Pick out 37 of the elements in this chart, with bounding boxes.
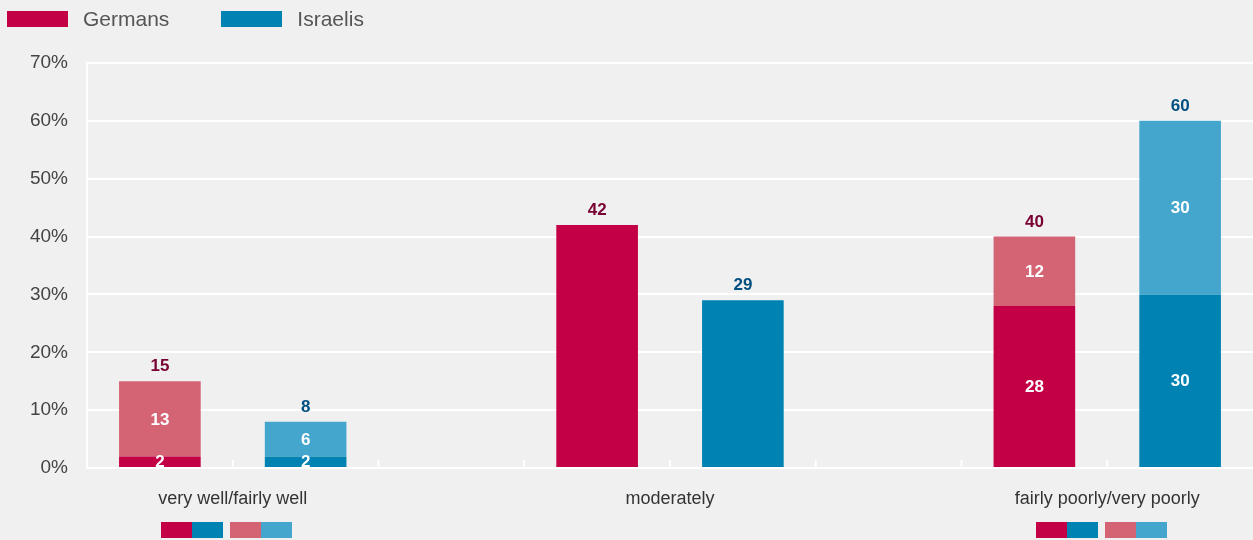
- y-tick-label: 10%: [29, 398, 69, 420]
- bar: [556, 225, 638, 467]
- total-label: 29: [733, 275, 753, 295]
- data-label: 2: [300, 452, 311, 472]
- x-tick-label: fairly poorly/very poorly: [1014, 487, 1200, 508]
- data-label: 12: [1024, 261, 1044, 281]
- total-label: 42: [587, 200, 607, 220]
- x-tick-label: very well/fairly well: [158, 487, 308, 508]
- bar: [119, 381, 201, 457]
- legend-label: Israelis: [297, 7, 364, 31]
- y-tick-label: 60%: [29, 109, 69, 131]
- total-label: 15: [150, 356, 170, 376]
- y-tick-label: 50%: [29, 166, 69, 188]
- total-label: 40: [1024, 211, 1044, 231]
- data-label: 13: [150, 409, 170, 429]
- y-tick-label: 20%: [29, 340, 69, 362]
- bar: [993, 306, 1076, 467]
- bar: [119, 456, 201, 467]
- data-label: 28: [1024, 377, 1044, 397]
- bar: [264, 421, 347, 457]
- bar: [1139, 120, 1221, 295]
- y-tick-label: 0%: [40, 456, 69, 478]
- data-label: 6: [300, 429, 311, 449]
- data-label: 30: [1170, 371, 1190, 391]
- bar: [264, 456, 347, 467]
- data-label: 30: [1170, 198, 1190, 218]
- total-label: 8: [300, 396, 311, 416]
- bar: [993, 236, 1076, 306]
- y-tick-label: 40%: [29, 224, 69, 246]
- y-tick-label: 30%: [29, 282, 69, 304]
- x-tick-label: moderately: [625, 487, 715, 508]
- bar: [702, 300, 784, 467]
- legend-label: Germans: [83, 7, 170, 31]
- bar: [1139, 294, 1221, 467]
- y-tick-label: 70%: [29, 51, 69, 73]
- data-label: 2: [155, 452, 165, 472]
- total-label: 60: [1170, 96, 1190, 116]
